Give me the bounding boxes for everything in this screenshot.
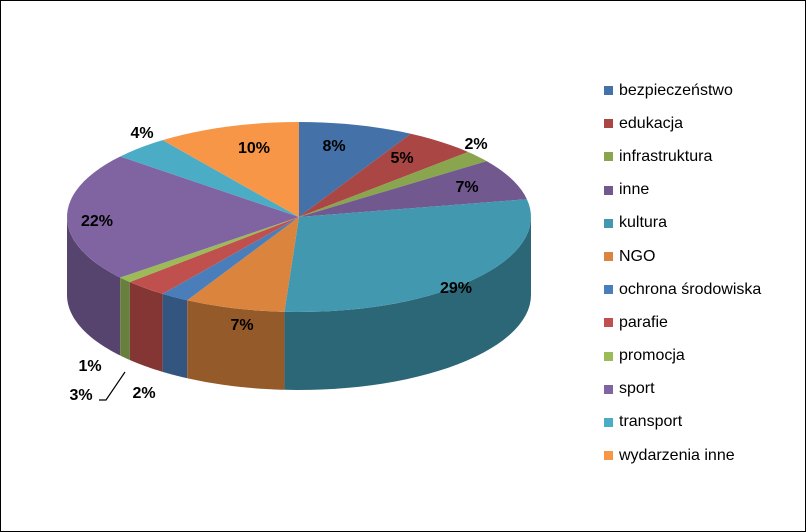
legend-item: transport xyxy=(604,406,804,439)
legend-swatch xyxy=(604,285,613,295)
legend-item: infrastruktura xyxy=(604,140,804,173)
legend-swatch xyxy=(604,417,613,427)
percent-label: 4% xyxy=(130,125,153,142)
pie-side-9 xyxy=(67,217,121,356)
legend-label: transport xyxy=(619,413,683,431)
pie-slice-promocja xyxy=(120,217,300,283)
percent-label: 1% xyxy=(78,358,101,375)
pie-top xyxy=(67,122,531,312)
legend-label: ochrona środowiska xyxy=(619,280,762,298)
percent-label: 8% xyxy=(322,138,345,155)
pie-slice-kultura xyxy=(284,199,531,312)
pie-side-4 xyxy=(284,217,531,390)
pie-side-6 xyxy=(162,293,188,379)
percent-label: 2% xyxy=(464,136,487,153)
legend-item: promocja xyxy=(604,340,804,373)
pie-slice-ochrona-środowiska xyxy=(162,217,299,301)
leader-line xyxy=(99,371,126,401)
legend-swatch xyxy=(604,185,613,195)
legend-label: bezpieczeństwo xyxy=(619,81,733,99)
legend-item: inne xyxy=(604,174,804,207)
legend-swatch xyxy=(604,252,613,262)
percent-label: 5% xyxy=(390,150,413,167)
legend-item: kultura xyxy=(604,207,804,240)
legend-label: NGO xyxy=(619,247,656,265)
legend-label: inne xyxy=(619,181,650,199)
legend-swatch xyxy=(604,318,613,328)
pie-slice-NGO xyxy=(187,217,299,312)
legend-label: wydarzenia inne xyxy=(619,446,735,464)
legend-item: parafie xyxy=(604,306,804,339)
pie-slice-parafie xyxy=(129,217,299,294)
pie-slice-sport xyxy=(67,156,299,278)
legend-item: ochrona środowiska xyxy=(604,273,804,306)
legend-swatch xyxy=(604,384,613,394)
legend-swatch xyxy=(604,119,613,129)
pie-slice-infrastruktura xyxy=(299,151,487,217)
legend-item: sport xyxy=(604,373,804,406)
legend-label: infrastruktura xyxy=(619,147,713,165)
legend-swatch xyxy=(604,451,613,461)
percent-label: 2% xyxy=(132,385,155,402)
pie-side-5 xyxy=(187,300,285,390)
pie-side-7 xyxy=(129,282,163,372)
percent-labels: 8% 5% 2% 7% 29% 7% 2% 3% 1% 22% 4% 10% xyxy=(69,125,487,404)
percent-label: 10% xyxy=(238,140,270,157)
legend-label: sport xyxy=(619,380,655,398)
legend-item: edukacja xyxy=(604,107,804,140)
pie-side-walls xyxy=(67,217,531,390)
pie-slice-inne xyxy=(299,161,527,217)
legend-swatch xyxy=(604,152,613,162)
percent-label: 7% xyxy=(455,179,478,196)
percent-label: 29% xyxy=(440,280,472,297)
pie-side-8 xyxy=(120,277,130,361)
percent-label: 3% xyxy=(69,387,92,404)
percent-label: 7% xyxy=(230,317,253,334)
pie-slice-edukacja xyxy=(299,133,469,217)
legend-item: bezpieczeństwo xyxy=(604,74,804,107)
legend-item: NGO xyxy=(604,240,804,273)
legend-label: parafie xyxy=(619,313,668,331)
pie-slice-wydarzenia-inne xyxy=(162,122,299,217)
legend-swatch xyxy=(604,86,613,96)
pie-slice-bezpieczeństwo xyxy=(299,122,411,217)
legend-swatch xyxy=(604,218,613,228)
pie-slice-transport xyxy=(120,140,300,217)
legend-label: edukacja xyxy=(619,114,684,132)
legend: bezpieczeństwo edukacja infrastruktura inne… xyxy=(604,74,804,472)
legend-item: wydarzenia inne xyxy=(604,439,804,472)
percent-label: 22% xyxy=(81,213,113,230)
legend-label: kultura xyxy=(619,214,668,232)
legend-label: promocja xyxy=(619,347,685,365)
legend-swatch xyxy=(604,351,613,361)
